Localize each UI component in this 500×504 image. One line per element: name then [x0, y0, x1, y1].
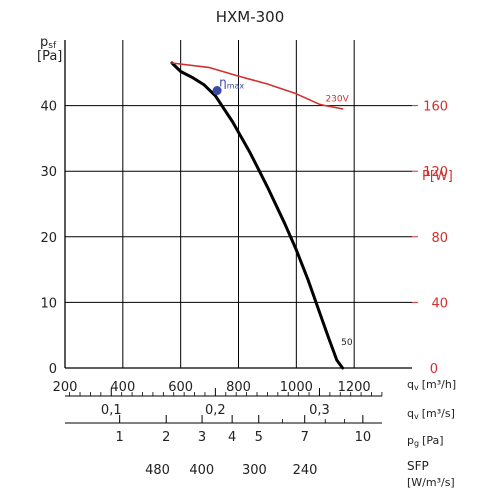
y2-tick-label: 80	[431, 231, 448, 246]
scale-label: SFP	[407, 459, 429, 473]
y2-axis-label: P[W]	[422, 169, 453, 184]
scale-tick-label: 10	[355, 430, 372, 445]
scale-label: pg [Pa]	[407, 434, 444, 448]
series-label: 230V	[325, 94, 349, 104]
y-tick-label: 0	[49, 362, 57, 377]
annotation-text: 50	[341, 338, 353, 348]
eta-max-label: ηmax	[219, 76, 244, 91]
scale-tick-label: 300	[242, 463, 267, 478]
scale-tick-label: 240	[293, 463, 318, 478]
x-tick-label: 400	[110, 380, 135, 395]
y2-tick-label: 120	[423, 165, 448, 180]
power-curve	[171, 62, 344, 110]
pressure-curve	[170, 61, 345, 370]
x-tick-label: 1000	[280, 380, 313, 395]
y-tick-label: 40	[40, 100, 57, 115]
x-tick-label: 800	[226, 380, 251, 395]
scale-tick-label: 1	[116, 430, 124, 445]
scale-tick-label: 3	[198, 430, 206, 445]
scale-tick-label: 0,1	[101, 403, 122, 418]
y-tick-label: 20	[40, 231, 57, 246]
y2-tick-label: 40	[431, 296, 448, 311]
y2-tick-label: 0	[430, 362, 438, 377]
eta-max-point	[212, 86, 222, 96]
y-axis-unit: [Pa]	[37, 49, 62, 64]
chart-title: HXM-300	[216, 8, 285, 26]
y-tick-label: 30	[40, 165, 57, 180]
scale-tick-label: 5	[255, 430, 263, 445]
scale-tick-label: 4	[228, 430, 236, 445]
scale-tick-label: 2	[162, 430, 170, 445]
scale-tick-label: 0,3	[309, 403, 330, 418]
scale-tick-label: 400	[189, 463, 214, 478]
y2-tick-label: 160	[423, 100, 448, 115]
scale-tick-label: 480	[145, 463, 170, 478]
scale-tick-label: 7	[301, 430, 309, 445]
x-tick-label: 1200	[338, 380, 371, 395]
y-tick-label: 10	[40, 296, 57, 311]
x-tick-label: 600	[168, 380, 193, 395]
x-axis-label: qv [m³/h]	[407, 378, 456, 392]
y-axis-label: psf	[40, 35, 57, 51]
scale-tick-label: 0,2	[205, 403, 226, 418]
scale-unit: [W/m³/s]	[407, 476, 455, 489]
x-tick-label: 200	[53, 380, 78, 395]
scale-label: qv [m³/s]	[407, 407, 455, 421]
